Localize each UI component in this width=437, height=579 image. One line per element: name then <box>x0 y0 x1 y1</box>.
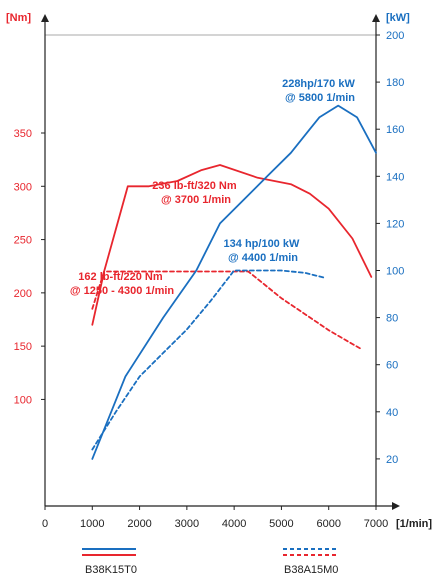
left-tick-label: 200 <box>14 288 32 300</box>
right-tick-label: 200 <box>386 30 404 42</box>
left-tick-label: 300 <box>14 181 32 193</box>
x-tick-label: 6000 <box>316 518 340 530</box>
power-line-dashed <box>91 269 325 451</box>
x-tick-label: 1000 <box>80 518 104 530</box>
right-tick-label: 80 <box>386 313 398 325</box>
x-tick-label: 0 <box>42 518 48 530</box>
left-tick-label: 250 <box>14 235 32 247</box>
right-tick-label: 100 <box>386 266 404 278</box>
right-tick-label: 120 <box>386 218 404 230</box>
left-axis-ticks: 100 150 200 250 300 350 <box>14 128 45 406</box>
right-tick-label: 20 <box>386 454 398 466</box>
annotation-power-b38a: 134 hp/100 kW @ 4400 1/min <box>224 238 303 264</box>
torque-line-solid <box>91 164 373 326</box>
power-line-solid <box>91 104 377 460</box>
x-axis-arrow <box>392 502 400 510</box>
x-tick-label: 7000 <box>364 518 388 530</box>
x-tick-label: 5000 <box>269 518 293 530</box>
left-tick-label: 150 <box>14 341 32 353</box>
left-tick-label: 350 <box>14 128 32 140</box>
left-tick-label: 100 <box>14 394 32 406</box>
annotations: 236 lb-ft/320 Nm @ 3700 1/min 162 lb-ft/… <box>70 78 358 297</box>
annotation-power-peak: 228hp/170 kW @ 5800 1/min <box>282 78 358 104</box>
torque-line-dashed <box>91 270 363 351</box>
left-axis-unit: [Nm] <box>6 12 31 24</box>
x-tick-label: 4000 <box>222 518 246 530</box>
right-tick-label: 60 <box>386 360 398 372</box>
left-axis-arrow <box>41 14 49 22</box>
right-tick-label: 160 <box>386 124 404 136</box>
right-tick-label: 140 <box>386 171 404 183</box>
x-tick-label: 3000 <box>175 518 199 530</box>
right-tick-label: 40 <box>386 407 398 419</box>
annotation-torque-peak: 236 lb-ft/320 Nm @ 3700 1/min <box>152 180 239 206</box>
x-axis-ticks: 0 1000 2000 3000 4000 5000 6000 7000 <box>42 506 388 530</box>
annotation-torque-plateau: 162 lb-ft/220 Nm @ 1250 - 4300 1/min <box>70 271 175 297</box>
series-group <box>91 104 377 460</box>
legend-label-b38a15m0: B38A15M0 <box>284 564 338 576</box>
right-tick-label: 180 <box>386 77 404 89</box>
x-axis-unit: [1/min] <box>396 518 432 530</box>
right-axis-unit: [kW] <box>386 12 410 24</box>
right-axis-arrow <box>372 14 380 22</box>
legend: B38K15T0 B38A15M0 <box>82 548 338 576</box>
right-axis-ticks: 20 40 60 80 100 120 140 160 180 200 <box>376 30 404 466</box>
legend-label-b38k15t0: B38K15T0 <box>85 564 137 576</box>
x-tick-label: 2000 <box>127 518 151 530</box>
